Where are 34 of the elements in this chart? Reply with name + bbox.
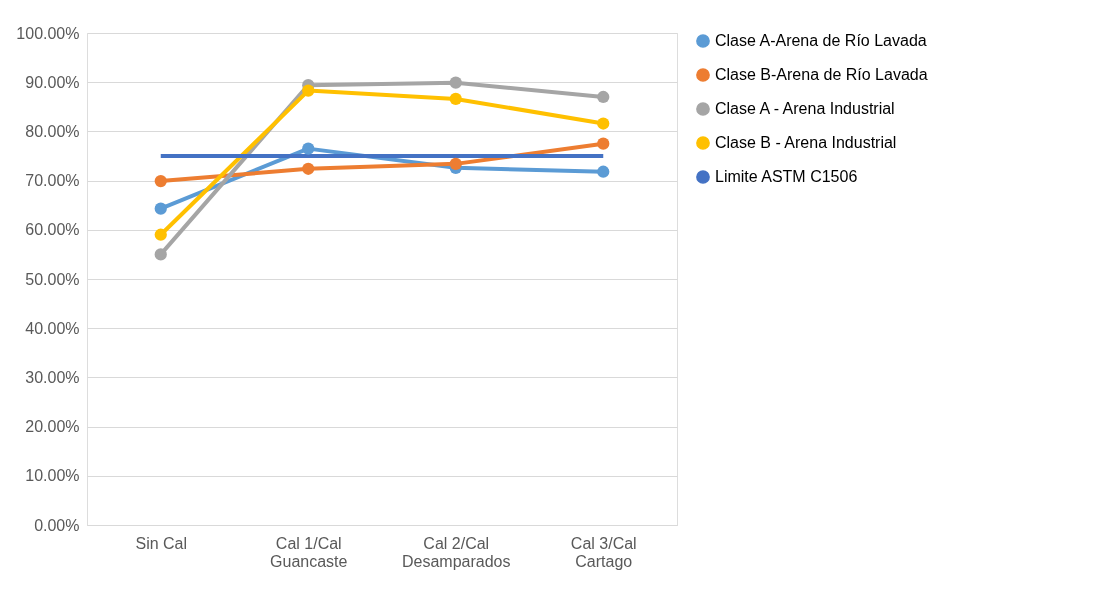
point (154, 248, 167, 261)
y-tick-label: 100.00% (16, 24, 80, 42)
legend-label: Clase B-Arena de Río Lavada (715, 66, 928, 83)
point (302, 142, 315, 155)
x-tick-label: Cal 3/Cal Cartago (570, 534, 637, 570)
y-tick-label: 90.00% (25, 73, 80, 91)
point (449, 157, 462, 170)
y-tick-label: 40.00% (25, 319, 80, 337)
legend-label: Clase B - Arena Industrial (715, 134, 897, 151)
point (302, 162, 315, 175)
point (154, 228, 167, 241)
point (597, 165, 610, 178)
y-tick-label: 70.00% (25, 172, 80, 190)
x-tick-label: Sin Cal (135, 534, 188, 552)
point (154, 202, 167, 215)
y-tick-label: 20.00% (25, 418, 80, 436)
point (449, 92, 462, 106)
y-tick-label: 10.00% (25, 467, 80, 485)
legend-label: Clase A-Arena de Río Lavada (715, 32, 927, 49)
point (597, 137, 610, 150)
legend-label: Limite ASTM C1506 (715, 168, 858, 185)
point (597, 117, 610, 130)
x-tick-label: Cal 2/Cal Desamparados (402, 534, 511, 570)
y-tick-label: 80.00% (25, 122, 80, 140)
y-tick-label: 50.00% (25, 270, 80, 288)
y-tick-label: 30.00% (25, 368, 80, 386)
x-tick-label: Cal 1/Cal Guancaste (270, 534, 348, 570)
point (597, 90, 610, 104)
y-tick-label: 60.00% (25, 221, 80, 239)
legend-label: Clase A - Arena Industrial (715, 100, 895, 117)
point (302, 84, 315, 97)
y-tick-label: 0.00% (34, 516, 80, 534)
point (154, 174, 167, 188)
point (449, 76, 462, 89)
